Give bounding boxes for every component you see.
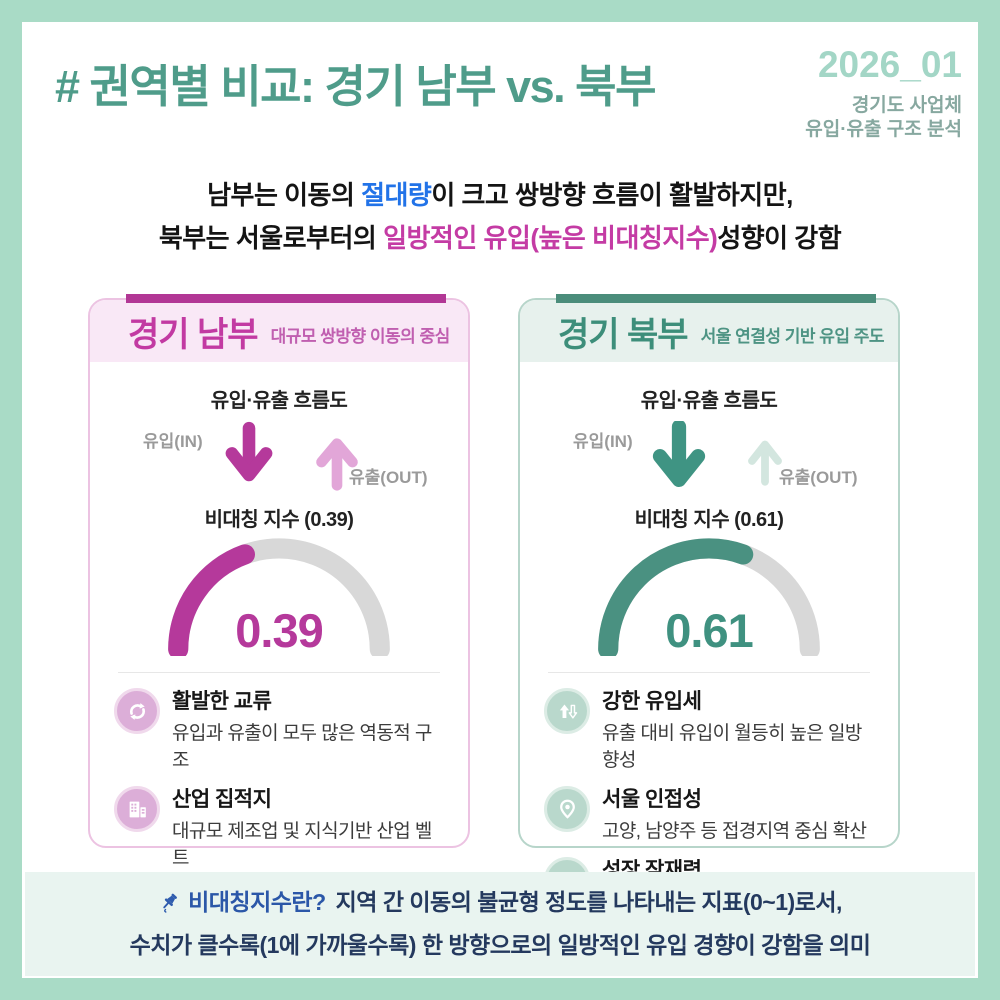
infographic-page: # 권역별 비교: 경기 남부 vs. 북부 2026_01 경기도 사업체 유… — [22, 22, 978, 978]
list-item: 산업 집적지 대규모 제조업 및 지식기반 산업 벨트 — [114, 783, 444, 870]
intro-highlight-magenta: 일방적인 유입(높은 비대칭지수) — [383, 222, 718, 253]
north-index-label: 비대칭 지수 (0.61) — [634, 509, 784, 531]
report-source-line1: 경기도 사업체 — [851, 95, 962, 116]
feature-title: 활발한 교류 — [172, 690, 272, 713]
feature-desc: 대규모 제조업 및 지식기반 산업 벨트 — [172, 821, 432, 869]
list-item: 활발한 교류 유입과 유출이 모두 많은 역동적 구조 — [114, 685, 444, 772]
intro-highlight-blue: 절대량 — [361, 180, 432, 210]
south-card-tagline: 대규모 쌍방향 이동의 중심 — [270, 327, 451, 346]
north-flow-diagram: 유입(IN) 유출(OUT) — [569, 419, 858, 499]
north-divider — [548, 672, 870, 673]
inflow-down-arrow-icon — [652, 421, 706, 488]
feature-desc: 고양, 남양주 등 접경지역 중심 확산 — [602, 821, 867, 842]
south-gauge-value: 0.39 — [235, 604, 323, 657]
south-gauge: 0.39 — [149, 536, 409, 657]
north-card-header: 경기 북부 서울 연결성 기반 유입 주도 — [520, 300, 898, 362]
south-accent-bar — [126, 294, 446, 303]
south-inflow-label: 유입(IN) — [143, 432, 203, 451]
south-index-label: 비대칭 지수 (0.39) — [204, 509, 354, 531]
feature-title: 서울 인접성 — [602, 788, 702, 811]
list-item: 서울 인접성 고양, 남양주 등 접경지역 중심 확산 — [544, 783, 874, 843]
north-inflow-label: 유입(IN) — [573, 432, 633, 451]
south-flow-diagram: 유입(IN) 유출(OUT) — [139, 419, 428, 499]
outflow-up-arrow-icon — [316, 438, 358, 491]
outflow-up-arrow-icon — [748, 440, 782, 486]
report-source-line2: 유입·유출 구조 분석 — [805, 118, 962, 140]
south-divider — [118, 672, 440, 673]
north-gauge: 0.61 — [579, 536, 839, 657]
up-down-arrows-icon — [544, 688, 590, 734]
south-card-header: 경기 남부 대규모 쌍방향 이동의 중심 — [90, 300, 468, 362]
report-source: 경기도 사업체 유입·유출 구조 분석 — [805, 94, 962, 142]
card-gyeonggi-south: 경기 남부 대규모 쌍방향 이동의 중심 유입·유출 흐름도 유입(IN) 유출… — [88, 294, 470, 940]
footnote-text1: 지역 간 이동의 불균형 정도를 나타내는 지표(0~1)로서, — [335, 888, 843, 915]
north-gauge-chart — [598, 538, 820, 656]
page-title: # 권역별 비교: 경기 남부 vs. 북부 — [55, 61, 656, 112]
north-outflow-label: 유출(OUT) — [779, 468, 858, 487]
footnote-term: 비대칭지수란? — [188, 888, 326, 915]
south-card-title: 경기 남부 — [128, 315, 259, 354]
south-gauge-chart — [168, 538, 390, 656]
feature-desc: 유출 대비 유입이 월등히 높은 일방향성 — [602, 723, 862, 771]
feature-desc: 유입과 유출이 모두 많은 역동적 구조 — [172, 723, 432, 771]
date-block: 2026_01 경기도 사업체 유입·유출 구조 분석 — [805, 44, 962, 142]
list-item: 강한 유입세 유출 대비 유입이 월등히 높은 일방향성 — [544, 685, 874, 772]
footnote-line1: 비대칭지수란? 지역 간 이동의 불균형 정도를 나타내는 지표(0~1)로서, — [25, 883, 975, 926]
intro-line2: 북부는 서울로부터의 일방적인 유입(높은 비대칭지수)성향이 강함 — [158, 222, 842, 253]
pushpin-icon — [158, 887, 182, 926]
footnote-line2: 수치가 클수록(1에 가까울수록) 한 방향으로의 일방적인 유입 경향이 강함… — [129, 932, 871, 958]
intro-line1: 남부는 이동의 절대량이 크고 쌍방향 흐름이 활발하지만, — [207, 180, 793, 210]
north-gauge-value: 0.61 — [665, 604, 753, 657]
issue-date: 2026_01 — [817, 44, 962, 85]
south-feature-list: 활발한 교류 유입과 유출이 모두 많은 역동적 구조 — [90, 673, 468, 941]
north-accent-bar — [556, 294, 876, 303]
feature-title: 강한 유입세 — [602, 690, 702, 713]
building-icon — [114, 786, 160, 832]
footnote-panel: 비대칭지수란? 지역 간 이동의 불균형 정도를 나타내는 지표(0~1)로서, … — [25, 872, 975, 976]
location-pin-icon — [544, 786, 590, 832]
intro-summary: 남부는 이동의 절대량이 크고 쌍방향 흐름이 활발하지만, 북부는 서울로부터… — [22, 174, 978, 260]
south-outflow-label: 유출(OUT) — [349, 468, 428, 487]
south-flow-title: 유입·유출 흐름도 — [210, 390, 348, 412]
north-flow-title: 유입·유출 흐름도 — [640, 390, 778, 412]
feature-title: 산업 집적지 — [172, 788, 272, 811]
cycle-arrows-icon — [114, 688, 160, 734]
north-card-tagline: 서울 연결성 기반 유입 주도 — [700, 327, 885, 346]
north-card-title: 경기 북부 — [558, 315, 689, 354]
card-gyeonggi-north: 경기 북부 서울 연결성 기반 유입 주도 유입·유출 흐름도 유입(IN) 유… — [518, 294, 900, 940]
inflow-down-arrow-icon — [225, 421, 273, 482]
